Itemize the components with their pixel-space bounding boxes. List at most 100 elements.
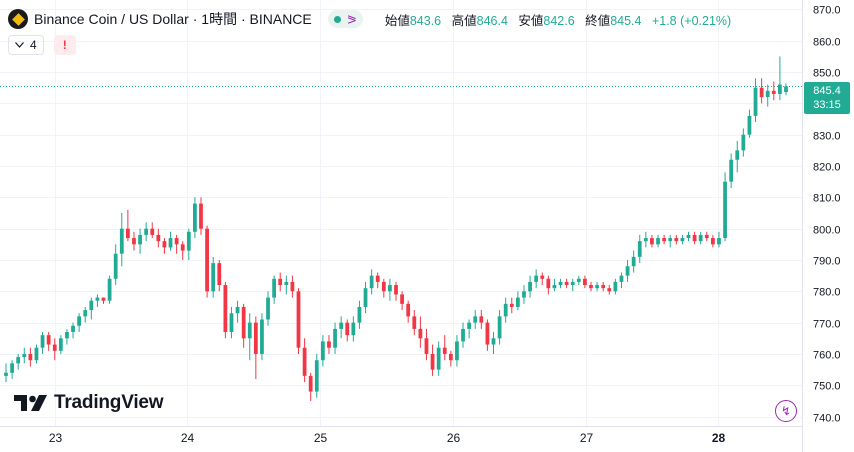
lightning-button[interactable]: ↯ <box>775 400 797 422</box>
share-icon[interactable]: ⪖ <box>346 12 357 26</box>
candle-body <box>34 347 39 361</box>
candle-body <box>717 238 721 245</box>
change-value: +1.8 (+0.21%) <box>651 13 732 28</box>
candle-body <box>589 285 593 289</box>
candle-body <box>491 338 496 345</box>
low-value: 842.6 <box>543 13 575 28</box>
candle-body <box>4 372 8 376</box>
candle-body <box>400 294 404 304</box>
candle-body <box>662 238 667 242</box>
candle-body <box>497 316 502 339</box>
candle-body <box>345 322 350 336</box>
candle-body <box>564 281 569 286</box>
candle-body <box>430 353 435 370</box>
high-value: 846.4 <box>476 13 508 28</box>
candle-body <box>375 275 380 282</box>
candle-body <box>52 344 57 351</box>
candle-body <box>595 285 599 289</box>
y-tick-label: 780.0 <box>813 287 841 299</box>
candle-body <box>223 285 228 333</box>
low-label: 安値 <box>518 13 544 28</box>
candle-body <box>357 306 362 323</box>
candle-body <box>71 325 75 333</box>
chart-legend: Binance Coin / US Dollar · 1時間 · BINANCE… <box>8 8 738 30</box>
candle-body <box>193 203 197 232</box>
candle-body <box>784 86 788 93</box>
candle-body <box>363 288 368 307</box>
symbol-title[interactable]: Binance Coin / US Dollar · 1時間 · BINANCE <box>34 11 312 27</box>
candle-body <box>765 90 770 98</box>
candle-body <box>369 275 374 289</box>
candle-body <box>436 347 441 370</box>
x-tick-label: 25 <box>314 431 328 445</box>
candle-body <box>619 275 624 282</box>
candle-body <box>381 281 386 292</box>
candle-body <box>723 181 727 239</box>
close-label: 終値 <box>585 13 611 28</box>
candle-body <box>65 332 69 339</box>
candle-body <box>473 316 478 323</box>
candle-body <box>253 322 258 354</box>
candle-body <box>601 285 606 289</box>
candle-body <box>144 228 149 235</box>
candle-body <box>125 228 130 239</box>
candle-body <box>205 228 209 292</box>
candle-body <box>485 322 490 345</box>
indicators-toggle-button[interactable]: 4 <box>8 35 44 55</box>
high-label: 高値 <box>451 13 477 28</box>
price-axis[interactable]: 740.0 750.0 760.0 770.0 780.0 790.0 800.0 810.0… <box>813 5 841 425</box>
candle-body <box>138 234 142 245</box>
candles <box>4 56 788 401</box>
candle-body <box>753 87 758 116</box>
y-tick-label: 870.0 <box>813 5 841 17</box>
candle-body <box>448 353 453 361</box>
candle-body <box>643 238 648 242</box>
candle-body <box>156 234 161 242</box>
chevron-down-icon <box>15 42 24 48</box>
candle-body <box>272 278 277 298</box>
candle-body <box>302 347 307 376</box>
candle-body <box>46 335 51 345</box>
open-label: 始値 <box>384 13 410 28</box>
live-status-icon <box>333 15 341 23</box>
candle-body <box>119 228 124 254</box>
candle-body <box>668 238 673 242</box>
candle-body <box>778 84 782 94</box>
live-controls[interactable]: ⪖ <box>327 10 363 28</box>
candle-body <box>247 322 252 339</box>
tradingview-logo[interactable]: TradingView <box>14 392 164 414</box>
candle-body <box>570 281 575 286</box>
candle-body <box>89 300 94 311</box>
y-tick-label: 860.0 <box>813 37 841 49</box>
candle-body <box>515 297 520 307</box>
candle-body <box>583 278 587 286</box>
candle-body <box>625 266 630 276</box>
bar-countdown-label: 33:15 <box>813 99 841 111</box>
candle-body <box>528 281 532 292</box>
y-tick-label: 760.0 <box>813 350 841 362</box>
candle-body <box>631 256 636 267</box>
candle-body <box>704 234 709 239</box>
candle-body <box>83 310 88 317</box>
candle-body <box>540 275 545 279</box>
candle-body <box>241 306 246 339</box>
candle-body <box>729 159 734 182</box>
candle-body <box>308 375 313 392</box>
close-value: 845.4 <box>610 13 642 28</box>
candle-body <box>656 238 660 245</box>
warning-button[interactable]: ! <box>53 35 76 55</box>
candle-body <box>650 238 654 245</box>
candle-body <box>113 253 118 279</box>
x-tick-label: 28 <box>712 431 726 445</box>
candle-body <box>686 234 691 239</box>
tradingview-logo-icon <box>14 395 47 411</box>
candle-body <box>217 263 222 286</box>
y-tick-label: 830.0 <box>813 131 841 143</box>
indicators-count: 4 <box>30 38 37 52</box>
candle-body <box>266 297 270 320</box>
time-axis[interactable]: 23 24 25 26 27 28 <box>49 431 726 445</box>
candle-body <box>284 281 289 286</box>
candle-body <box>558 281 563 286</box>
candle-body <box>101 297 106 301</box>
